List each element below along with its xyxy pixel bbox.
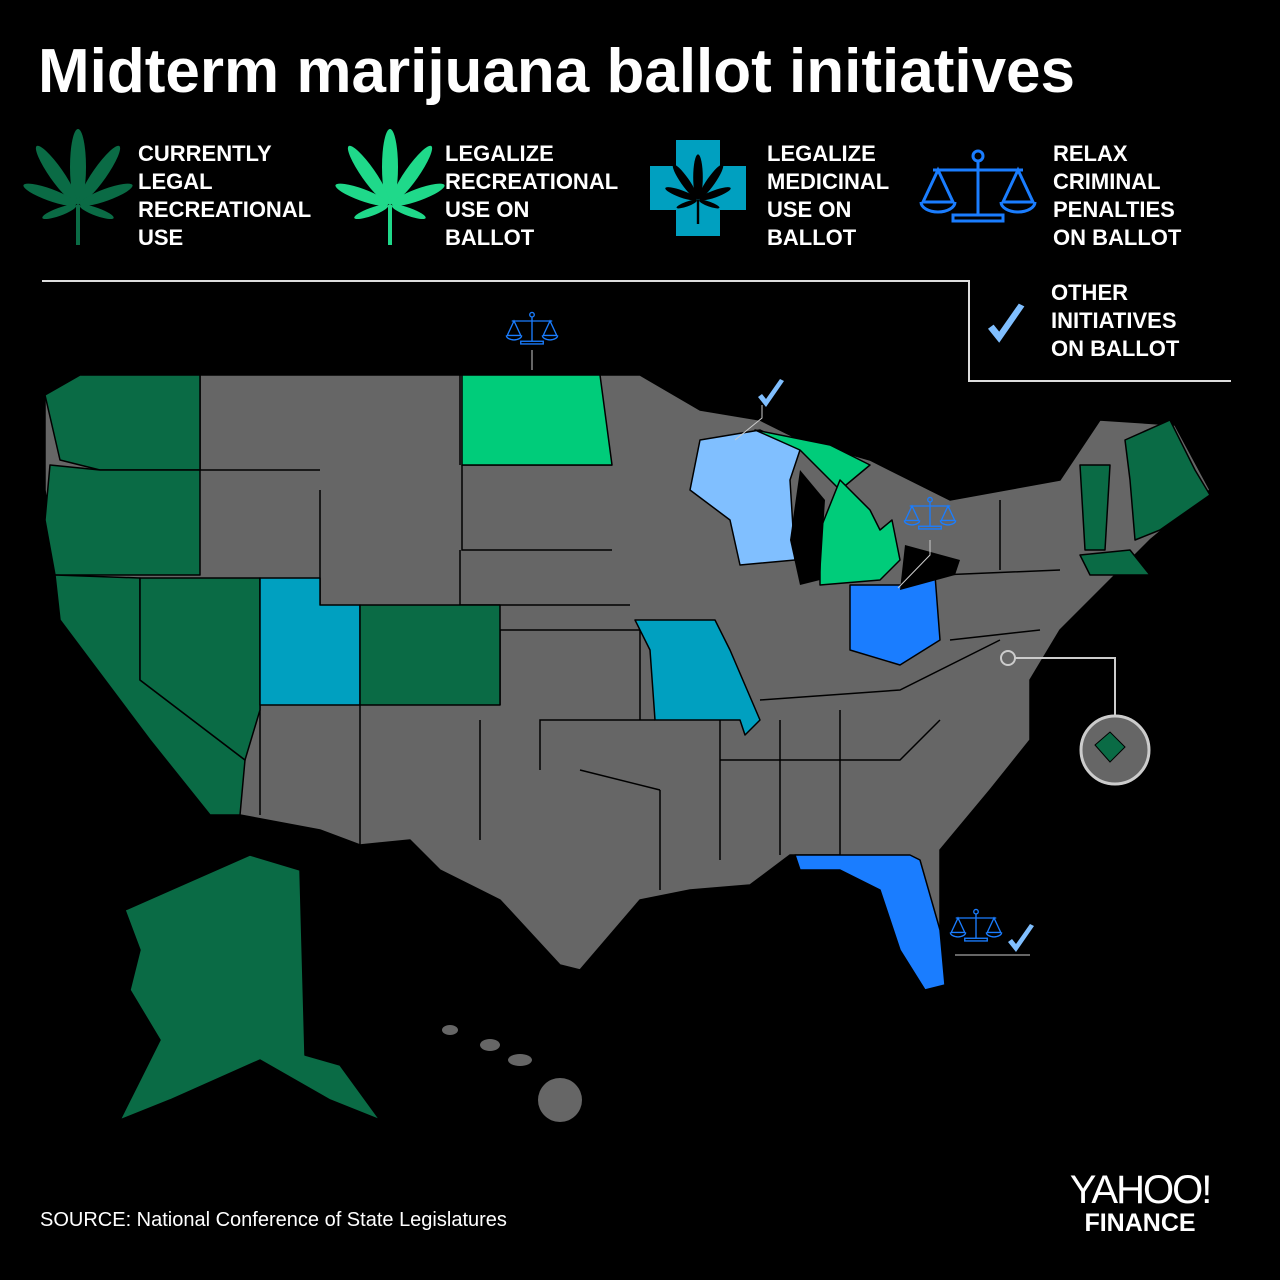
leader xyxy=(897,540,931,589)
legend-item: OTHER INITIATIVES ON BALLOT xyxy=(1051,280,1180,361)
state-legal xyxy=(1079,549,1151,576)
legend-label: MEDICINAL xyxy=(767,169,889,194)
hawaii xyxy=(442,1025,582,1122)
state-recreational xyxy=(461,374,613,466)
lake xyxy=(900,545,960,590)
legend-item: LEGALIZE MEDICINAL USE ON BALLOT xyxy=(767,141,889,250)
title: Midterm marijuana ballot initiatives xyxy=(38,37,1075,106)
legend-icon xyxy=(333,129,447,245)
legend-icon xyxy=(21,129,135,245)
legend-label: INITIATIVES xyxy=(1051,308,1177,333)
legend-label: LEGALIZE xyxy=(767,141,876,166)
map xyxy=(44,374,1211,1122)
legend-label: RECREATIONAL xyxy=(445,169,618,194)
legend-label: ON BALLOT xyxy=(1053,225,1182,250)
state-medicinal xyxy=(634,619,761,736)
legend-label: BALLOT xyxy=(445,225,535,250)
legend-icon xyxy=(650,140,746,236)
legend-label: CRIMINAL xyxy=(1053,169,1161,194)
other-icon xyxy=(1008,924,1034,952)
legend-item: LEGALIZE RECREATIONAL USE ON BALLOT xyxy=(445,141,618,250)
other-icon xyxy=(758,379,784,407)
legend-label: LEGALIZE xyxy=(445,141,554,166)
state-legal xyxy=(1124,419,1211,541)
legend-label: OTHER xyxy=(1051,280,1128,305)
state-legal xyxy=(359,604,501,706)
legend-label: USE ON xyxy=(767,197,851,222)
legend-item: CURRENTLY LEGAL RECREATIONAL USE xyxy=(138,141,311,250)
logo-sub: FINANCE xyxy=(1084,1209,1195,1237)
legend-icon xyxy=(988,303,1025,343)
penalty-icon xyxy=(949,908,1003,942)
source: SOURCE: National Conference of State Leg… xyxy=(40,1209,507,1231)
leader xyxy=(734,405,763,441)
state-legal xyxy=(139,577,261,761)
legend-label: RECREATIONAL xyxy=(138,197,311,222)
legend-label: USE xyxy=(138,225,183,250)
legend-icon xyxy=(919,149,1037,223)
legend-label: RELAX xyxy=(1053,141,1128,166)
legend-label: CURRENTLY xyxy=(138,141,272,166)
legend-label: LEGAL xyxy=(138,169,213,194)
state-penalties xyxy=(849,574,941,666)
legend-label: USE ON xyxy=(445,197,529,222)
legend-label: BALLOT xyxy=(767,225,857,250)
state-penalties xyxy=(794,854,946,991)
dc xyxy=(1094,731,1126,763)
penalty-icon xyxy=(505,311,559,345)
divider xyxy=(42,280,1231,382)
logo: YAHOO! xyxy=(1070,1168,1211,1212)
legend-label: ON BALLOT xyxy=(1051,336,1180,361)
state-recreational xyxy=(754,429,871,491)
state-legal xyxy=(44,374,201,471)
state-legal xyxy=(119,854,381,1121)
legend-label: PENALTIES xyxy=(1053,197,1175,222)
lake xyxy=(790,470,825,585)
state-legal xyxy=(44,464,201,576)
state-legal xyxy=(1079,464,1111,551)
dc-leader xyxy=(1015,657,1116,716)
legend-item: RELAX CRIMINAL PENALTIES ON BALLOT xyxy=(1053,141,1182,250)
